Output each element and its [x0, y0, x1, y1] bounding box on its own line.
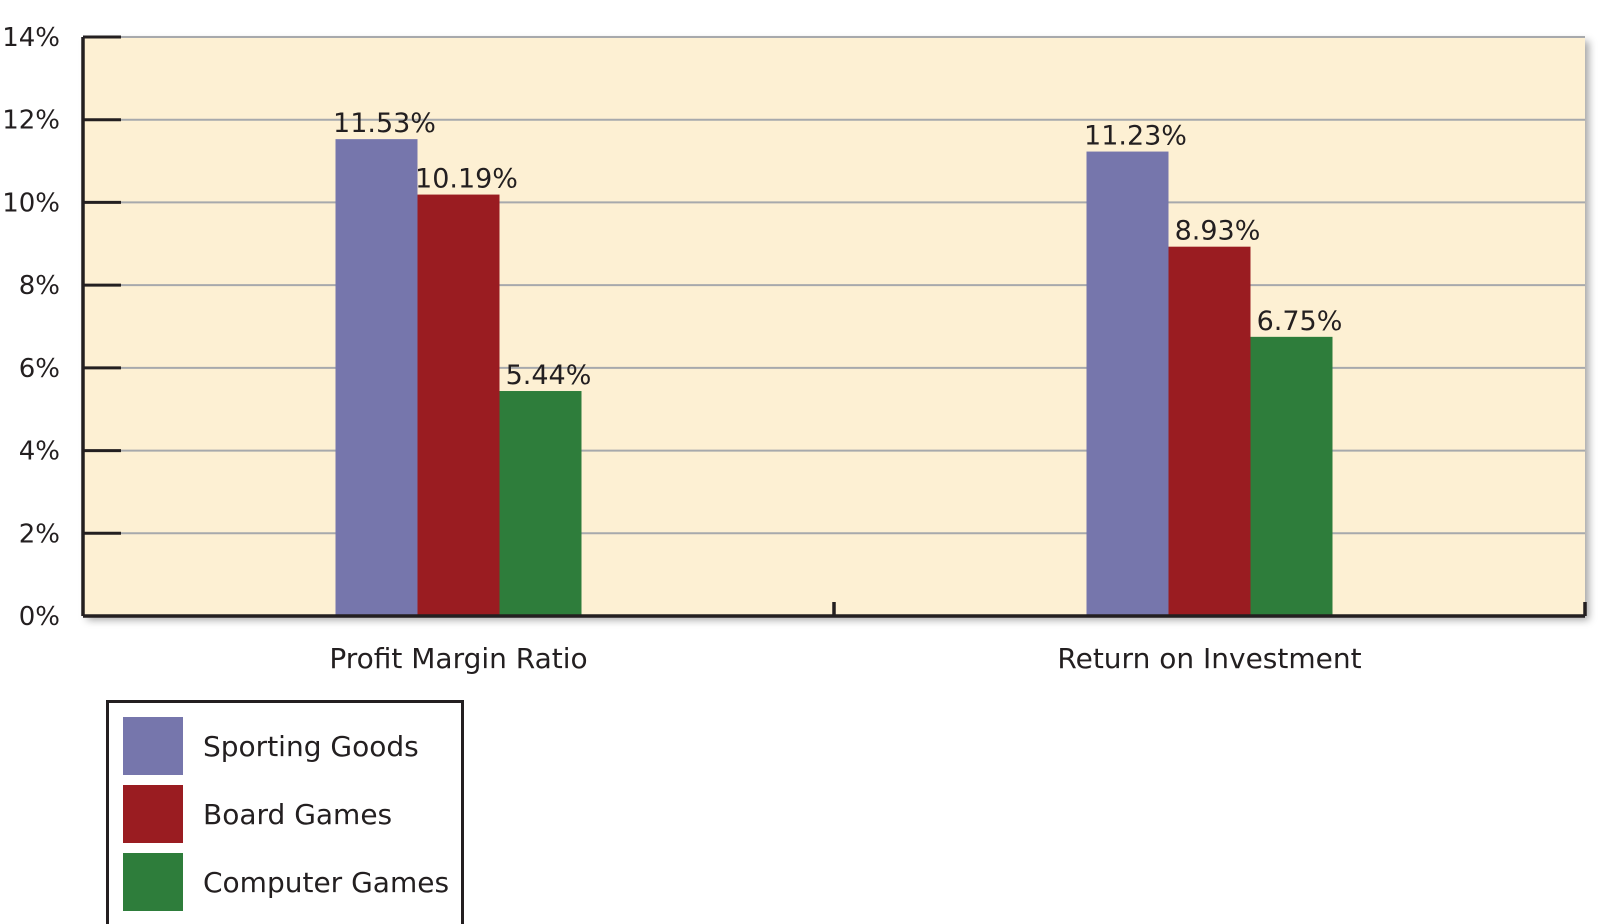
- plot-area: [83, 37, 1585, 616]
- legend-item-computer-games: Computer Games: [123, 853, 449, 911]
- y-tick-label-0: 0%: [19, 602, 60, 632]
- legend-item-board-games: Board Games: [123, 785, 392, 843]
- legend-swatch-computer-games: [123, 853, 183, 911]
- data-label-board-games-profit-margin-ratio: 10.19%: [415, 164, 518, 195]
- bar-computer-games-profit-margin-ratio: [499, 391, 582, 616]
- legend-label-sporting-goods: Sporting Goods: [203, 729, 419, 763]
- category-label-profit-margin-ratio: Profit Margin Ratio: [329, 642, 587, 675]
- y-tick-label-14: 14%: [2, 23, 60, 53]
- data-label-sporting-goods-profit-margin-ratio: 11.53%: [333, 108, 436, 139]
- legend: Sporting Goods Board Games Computer Game…: [106, 700, 464, 924]
- category-label-return-on-investment: Return on Investment: [1057, 642, 1361, 675]
- y-tick-label-8: 8%: [19, 271, 60, 301]
- y-tick-label-4: 4%: [19, 437, 60, 467]
- data-label-sporting-goods-return-on-investment: 11.23%: [1084, 121, 1187, 152]
- bar-computer-games-return-on-investment: [1250, 336, 1333, 616]
- bar-sporting-goods-return-on-investment: [1086, 151, 1169, 617]
- bar-sporting-goods-profit-margin-ratio: [335, 139, 418, 616]
- y-tick-label-10: 10%: [2, 188, 60, 218]
- bar-board-games-profit-margin-ratio: [417, 194, 500, 616]
- y-tick-label-6: 6%: [19, 354, 60, 384]
- labels: 0% 2% 4% 6% 8% 10% 12% 14% 11.53% 10.19% 5.44% Prof…: [2, 23, 1361, 675]
- data-label-board-games-return-on-investment: 8.93%: [1175, 216, 1261, 247]
- legend-swatch-sporting-goods: [123, 717, 183, 775]
- y-tick-label-2: 2%: [19, 519, 60, 549]
- y-tick-label-12: 12%: [2, 106, 60, 136]
- legend-label-computer-games: Computer Games: [203, 865, 450, 899]
- axes: [81, 35, 1587, 618]
- data-label-computer-games-profit-margin-ratio: 5.44%: [506, 360, 592, 391]
- data-label-computer-games-return-on-investment: 6.75%: [1257, 306, 1343, 337]
- legend-swatch-board-games: [123, 785, 183, 843]
- gridlines: [83, 36, 1585, 535]
- legend-item-sporting-goods: Sporting Goods: [123, 717, 419, 775]
- bars: [335, 139, 1333, 617]
- legend-label-board-games: Board Games: [203, 797, 393, 831]
- bar-board-games-return-on-investment: [1168, 246, 1251, 616]
